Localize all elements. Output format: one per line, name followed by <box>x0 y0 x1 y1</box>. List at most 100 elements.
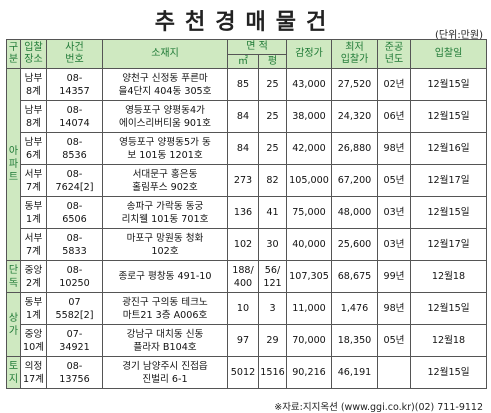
header-area-py: 평 <box>258 54 287 69</box>
address-cell: 송파구 가락동 동궁 리치웰 101동 701호 <box>102 196 228 229</box>
bid-date-cell: 12월15일 <box>410 292 487 325</box>
court-cell: 중앙 2계 <box>20 260 47 293</box>
header-court: 입찰 장소 <box>20 39 47 69</box>
table-row: 상 가 동부 1계 07 5582[2] 광진구 구의동 테크노 마트21 3층 A0… <box>6 292 487 357</box>
case-no-cell: 07- 34921 <box>46 324 103 357</box>
case-no-cell: 08- 10250 <box>46 260 103 293</box>
address-cell: 영등포구 양평동4가 에이스리버티움 901호 <box>102 100 228 133</box>
built-year-cell: 05년 <box>377 164 411 197</box>
court-cell: 서부 7계 <box>20 228 47 261</box>
bid-date-cell: 12월15일 <box>410 356 487 389</box>
case-no-cell: 08- 5833 <box>46 228 103 261</box>
address-cell: 마포구 망원동 청화 102호 <box>102 228 228 261</box>
area-m2-cell: 84 <box>227 100 259 133</box>
court-cell: 남부 8계 <box>20 100 47 133</box>
area-py-cell: 56/121 <box>258 260 287 293</box>
address-cell: 경기 남양주시 진접읍 진벌리 6-1 <box>102 356 228 389</box>
page-title: 추천경매물건 <box>154 9 337 35</box>
area-py-cell: 25 <box>258 132 287 165</box>
area-m2-cell: 10 <box>227 292 259 325</box>
min-bid-cell: 27,520 <box>331 68 378 101</box>
appraisal-cell: 90,216 <box>286 356 332 389</box>
area-py-cell: 25 <box>258 100 287 133</box>
table-row: 서부 7계 08- 5833 마포구 망원동 청화 102호 102 30 40,00… <box>7 228 487 261</box>
table-row: 단 독 중앙 2계 08- 10250 종로구 평창동 491-10 188/400… <box>6 260 487 293</box>
header-area-m2: ㎡ <box>227 54 259 69</box>
bid-date-cell: 12월18 <box>410 260 487 293</box>
appraisal-cell: 43,000 <box>286 68 332 101</box>
bid-date-cell: 12월16일 <box>410 132 487 165</box>
table-row: 동부 1계 08- 6506 송파구 가락동 동궁 리치웰 101동 701호 136… <box>7 196 487 229</box>
min-bid-cell: 1,476 <box>331 292 378 325</box>
min-bid-cell: 26,880 <box>331 132 378 165</box>
court-cell: 남부 6계 <box>20 132 47 165</box>
area-py-cell: 1516 <box>258 356 287 389</box>
bid-date-cell: 12월15일 <box>410 196 487 229</box>
area-py-cell: 3 <box>258 292 287 325</box>
court-cell: 서부 7계 <box>20 164 47 197</box>
table-row: 중앙 10계 07- 34921 강남구 대치동 신동 플라자 B104호 97 29… <box>7 324 487 357</box>
address-cell: 강남구 대치동 신동 플라자 B104호 <box>102 324 228 357</box>
header-min-bid: 최저 입찰가 <box>331 39 378 69</box>
min-bid-cell: 46,191 <box>331 356 378 389</box>
min-bid-cell: 48,000 <box>331 196 378 229</box>
table-row: 아 파 트 남부 8계 08- 14357 양천구 신정동 푸른마 을4단지 404동… <box>6 68 487 261</box>
area-m2-cell: 85 <box>227 68 259 101</box>
min-bid-cell: 25,600 <box>331 228 378 261</box>
built-year-cell: 05년 <box>377 324 411 357</box>
min-bid-cell: 67,200 <box>331 164 378 197</box>
built-year-cell: 02년 <box>377 68 411 101</box>
built-year-cell: 06년 <box>377 100 411 133</box>
header-category: 구 분 <box>6 39 21 69</box>
area-py-cell: 30 <box>258 228 287 261</box>
min-bid-cell: 18,350 <box>331 324 378 357</box>
bid-date-cell: 12월17일 <box>410 164 487 197</box>
court-cell: 동부 1계 <box>20 196 47 229</box>
bid-date-cell: 12월17일 <box>410 228 487 261</box>
court-cell: 동부 1계 <box>20 292 47 325</box>
unit-note: (단위:만원) <box>435 30 483 41</box>
court-cell: 중앙 10계 <box>20 324 47 357</box>
table-row: 토 지 의정 17계 08- 13756 경기 남양주시 진접읍 진벌리 6-1 50… <box>6 356 487 389</box>
built-year-cell: 98년 <box>377 292 411 325</box>
appraisal-cell: 105,000 <box>286 164 332 197</box>
appraisal-cell: 75,000 <box>286 196 332 229</box>
case-no-cell: 08- 14357 <box>46 68 103 101</box>
header-built-year: 준공 년도 <box>377 39 411 69</box>
appraisal-cell: 38,000 <box>286 100 332 133</box>
area-m2-cell: 84 <box>227 132 259 165</box>
area-py-cell: 41 <box>258 196 287 229</box>
header-case-no: 사건 번호 <box>46 39 103 69</box>
category-apartment: 아 파 트 <box>6 68 21 261</box>
case-no-cell: 08- 7624[2] <box>46 164 103 197</box>
area-m2-cell: 136 <box>227 196 259 229</box>
address-cell: 종로구 평창동 491-10 <box>102 260 228 293</box>
area-py-cell: 29 <box>258 324 287 357</box>
source-note: ※자료:지지옥션 (www.ggi.co.kr)(02) 711-9112 <box>274 402 483 413</box>
area-m2-cell: 102 <box>227 228 259 261</box>
area-py-cell: 25 <box>258 68 287 101</box>
appraisal-cell: 11,000 <box>286 292 332 325</box>
category-land: 토 지 <box>6 356 21 389</box>
auction-table: 구 분 입찰 장소 사건 번호 소재지 면 적 감정가 최저 입찰가 준공 년도 입찰일… <box>6 39 487 389</box>
court-cell: 남부 8계 <box>20 68 47 101</box>
built-year-cell: 99년 <box>377 260 411 293</box>
address-cell: 양천구 신정동 푸른마 을4단지 404동 305호 <box>102 68 228 101</box>
court-cell: 의정 17계 <box>20 356 47 389</box>
case-no-cell: 08- 13756 <box>46 356 103 389</box>
address-cell: 서대문구 홍은동 홀림푸스 902호 <box>102 164 228 197</box>
min-bid-cell: 24,320 <box>331 100 378 133</box>
header-area: 면 적 <box>227 39 287 55</box>
built-year-cell: 03년 <box>377 228 411 261</box>
header-appraisal: 감정가 <box>286 39 332 69</box>
case-no-cell: 08- 14074 <box>46 100 103 133</box>
area-m2-cell: 273 <box>227 164 259 197</box>
header-address: 소재지 <box>102 39 228 69</box>
case-no-cell: 07 5582[2] <box>46 292 103 325</box>
case-no-cell: 08- 6506 <box>46 196 103 229</box>
header-bid-date: 입찰일 <box>410 39 487 69</box>
case-no-cell: 08- 8536 <box>46 132 103 165</box>
area-m2-cell: 5012 <box>227 356 259 389</box>
category-commercial: 상 가 <box>6 292 21 357</box>
